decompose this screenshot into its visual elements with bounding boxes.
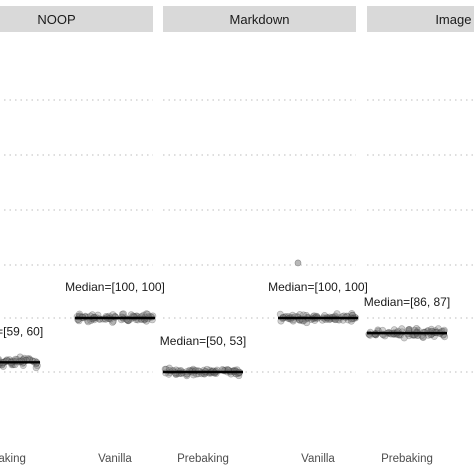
median-annotation: Median=[59, 60] (0, 324, 43, 338)
x-tick-label: Vanilla (98, 453, 132, 465)
facet-title: Image Re (435, 12, 474, 27)
data-point (144, 310, 152, 318)
data-point (0, 356, 3, 363)
x-tick-label: Vanilla (301, 453, 335, 465)
outlier-point (294, 259, 302, 267)
median-lines (0, 316, 447, 374)
facet-strips: NOOP Markdown Image Re (0, 6, 474, 32)
facet-strip (163, 6, 356, 32)
median-annotations: Median=[59, 60]Median=[100, 100]Median=[… (0, 280, 450, 348)
facet-title: NOOP (37, 12, 75, 27)
median-annotation: Median=[100, 100] (268, 280, 368, 294)
x-tick-label: Prebaking (381, 453, 433, 465)
data-point (16, 353, 24, 361)
data-point (303, 319, 311, 327)
x-tick-label: Prebaking (0, 453, 26, 465)
median-annotation: Median=[86, 87] (364, 295, 450, 309)
data-point (400, 334, 408, 342)
data-point (32, 364, 40, 372)
x-tick-label: Prebaking (177, 453, 229, 465)
median-annotation: Median=[50, 53] (160, 334, 246, 348)
facet-title: Markdown (230, 12, 290, 27)
data-point (412, 324, 420, 332)
data-point (434, 325, 442, 333)
median-annotation: Median=[100, 100] (65, 280, 165, 294)
facet-strip (0, 6, 153, 32)
data-point (0, 357, 1, 362)
x-tick-labels: Prebaking Vanilla Prebaking Vanilla Prebakin… (0, 453, 433, 465)
facet-strip (367, 6, 474, 32)
